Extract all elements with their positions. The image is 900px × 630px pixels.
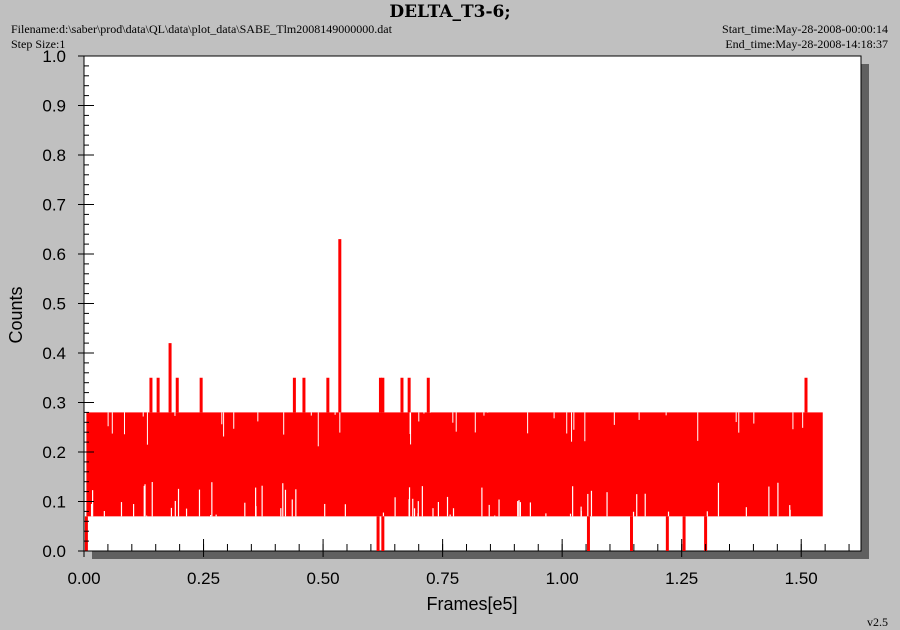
chart-title: DELTA_T3-6; xyxy=(389,2,510,22)
y-tick-label: 0.1 xyxy=(42,493,66,512)
series-band xyxy=(86,412,823,517)
y-tick-label: 0.4 xyxy=(42,344,66,363)
start-time-label: Start_time:May-28-2008-00:00:14 xyxy=(722,22,888,36)
x-tick-label: 0.00 xyxy=(67,569,100,588)
x-tick-label: 1.25 xyxy=(665,569,698,588)
y-tick-label: 0.8 xyxy=(42,146,66,165)
x-tick-label: 0.25 xyxy=(187,569,220,588)
x-axis-label: Frames[e5] xyxy=(426,594,517,614)
y-tick-label: 1.0 xyxy=(42,47,66,66)
y-tick-label: 0.7 xyxy=(42,196,66,215)
end-time-label: End_time:May-28-2008-14:18:37 xyxy=(725,37,888,51)
filename-label: Filename:d:\saber\prod\data\QL\data\plot… xyxy=(11,22,393,36)
x-tick-label: 1.00 xyxy=(546,569,579,588)
x-tick-label: 0.75 xyxy=(426,569,459,588)
y-tick-label: 0.2 xyxy=(42,443,66,462)
y-tick-label: 0.3 xyxy=(42,394,66,413)
y-tick-label: 0.9 xyxy=(42,97,66,116)
step-size-label: Step Size:1 xyxy=(11,37,65,51)
series-layer xyxy=(84,239,823,551)
version-label: v2.5 xyxy=(867,615,888,629)
x-tick-label: 0.50 xyxy=(307,569,340,588)
axes-layer: 0.0 0.1 0.2 0.3 0.4 0.5 0.6 0.7 0.8 0.9 1.0 0.00 0.2… xyxy=(42,47,850,588)
y-tick-label: 0.6 xyxy=(42,245,66,264)
x-tick-label: 1.50 xyxy=(785,569,818,588)
y-tick-label: 0.5 xyxy=(42,295,66,314)
y-axis-label: Counts xyxy=(6,286,26,343)
y-tick-label: 0.0 xyxy=(42,542,66,561)
